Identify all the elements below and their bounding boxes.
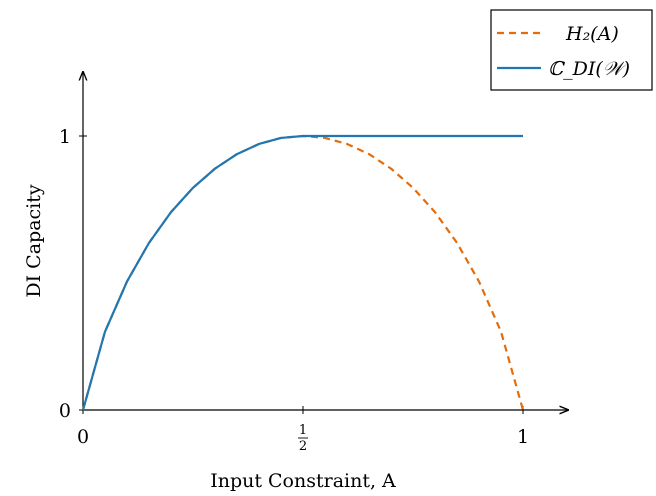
y-tick-label: 0 [59,400,71,422]
series-layer [81,134,525,411]
legend-label-h2: H₂(A) [565,23,619,45]
y-tick-label: 1 [59,126,71,148]
x-axis-label: Input Constraint, A [210,470,396,492]
x-tick-label: 1 [517,426,529,448]
svg-text:1: 1 [299,423,307,438]
legend-box [490,9,653,91]
x-ticks: 0 12 1 [77,406,529,454]
legend: H₂(A) ℂ_DI(𝒲) [490,9,653,91]
svg-text:2: 2 [299,439,307,454]
x-tick-label: 0 [77,426,89,448]
legend-label-cdi: ℂ_DI(𝒲) [548,58,630,80]
y-axis-label: DI Capacity [23,184,45,297]
series-cdi-line [81,134,523,411]
series-h2-line [81,134,525,411]
x-tick-label: 12 [298,423,308,454]
y-ticks: 01 [59,126,87,422]
